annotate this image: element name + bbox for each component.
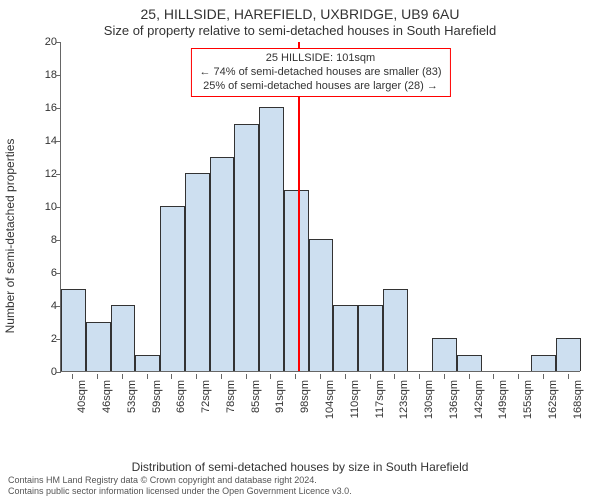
histogram-bar <box>86 322 111 372</box>
x-tick-mark <box>122 374 123 379</box>
x-tick-mark <box>147 374 148 379</box>
histogram-bar <box>556 338 581 371</box>
y-tick-mark <box>56 174 61 175</box>
chart-container: 25, HILLSIDE, HAREFIELD, UXBRIDGE, UB9 6… <box>0 0 600 500</box>
x-tick-label: 136sqm <box>448 380 460 419</box>
x-tick-label: 130sqm <box>423 380 435 419</box>
x-tick-label: 85sqm <box>250 380 262 413</box>
y-tick-mark <box>56 75 61 76</box>
x-tick-mark <box>394 374 395 379</box>
x-tick-label: 168sqm <box>572 380 584 419</box>
x-tick-label: 91sqm <box>274 380 286 413</box>
histogram-bar <box>309 239 334 371</box>
annotation-line-3: 25% of semi-detached houses are larger (… <box>199 80 441 94</box>
x-tick-mark <box>295 374 296 379</box>
footer-line-1: Contains HM Land Registry data © Crown c… <box>8 475 592 485</box>
histogram-bar <box>284 190 309 372</box>
x-tick-label: 72sqm <box>200 380 212 413</box>
histogram-bar <box>185 173 210 371</box>
y-tick-mark <box>56 42 61 43</box>
x-tick-mark <box>568 374 569 379</box>
y-tick-mark <box>56 141 61 142</box>
x-tick-label: 66sqm <box>175 380 187 413</box>
x-tick-mark <box>419 374 420 379</box>
y-tick-mark <box>56 339 61 340</box>
y-tick-mark <box>56 273 61 274</box>
histogram-bar <box>111 305 136 371</box>
histogram-bar <box>531 355 556 372</box>
x-tick-mark <box>97 374 98 379</box>
x-tick-mark <box>543 374 544 379</box>
y-tick-mark <box>56 240 61 241</box>
x-tick-label: 123sqm <box>398 380 410 419</box>
annotation-line-2: ← 74% of semi-detached houses are smalle… <box>199 66 441 80</box>
x-tick-mark <box>518 374 519 379</box>
histogram-bar <box>333 305 358 371</box>
footer-line-2: Contains public sector information licen… <box>8 486 592 496</box>
annotation-line-1: 25 HILLSIDE: 101sqm <box>199 52 441 66</box>
x-tick-label: 59sqm <box>151 380 163 413</box>
x-tick-mark <box>221 374 222 379</box>
y-axis-label: Number of semi-detached properties <box>3 139 17 334</box>
x-tick-label: 104sqm <box>324 380 336 419</box>
histogram-bar <box>259 107 284 371</box>
x-tick-mark <box>171 374 172 379</box>
x-tick-label: 142sqm <box>473 380 485 419</box>
histogram-bar <box>160 206 185 371</box>
y-tick-mark <box>56 207 61 208</box>
x-tick-labels: 40sqm 46sqm 53sqm 59sqm 66sqm 72sqm 78sqm 85sqm… <box>60 374 580 424</box>
chart-title: 25, HILLSIDE, HAREFIELD, UXBRIDGE, UB9 6… <box>0 0 600 23</box>
plot-region: 25 HILLSIDE: 101sqm ← 74% of semi-detach… <box>60 42 580 372</box>
y-tick-mark <box>56 372 61 373</box>
x-tick-mark <box>270 374 271 379</box>
annotation-box: 25 HILLSIDE: 101sqm ← 74% of semi-detach… <box>190 48 450 97</box>
y-tick-mark <box>56 306 61 307</box>
x-tick-label: 117sqm <box>374 380 386 418</box>
chart-area: Number of semi-detached properties 25 HI… <box>28 42 580 430</box>
x-tick-mark <box>246 374 247 379</box>
x-tick-mark <box>469 374 470 379</box>
histogram-bar <box>457 355 482 372</box>
x-tick-label: 149sqm <box>497 380 509 419</box>
x-tick-mark <box>370 374 371 379</box>
x-tick-label: 162sqm <box>547 380 559 419</box>
x-tick-label: 46sqm <box>101 380 113 413</box>
histogram-bar <box>432 338 457 371</box>
x-tick-label: 40sqm <box>76 380 88 413</box>
chart-subtitle: Size of property relative to semi-detach… <box>0 23 600 41</box>
x-tick-mark <box>72 374 73 379</box>
histogram-bar <box>135 355 160 372</box>
x-tick-label: 155sqm <box>522 380 534 419</box>
x-tick-mark <box>196 374 197 379</box>
histogram-bar <box>61 289 86 372</box>
y-tick-mark <box>56 108 61 109</box>
histogram-bar <box>383 289 408 372</box>
x-tick-mark <box>320 374 321 379</box>
x-tick-label: 53sqm <box>126 380 138 413</box>
x-tick-label: 110sqm <box>349 380 361 418</box>
x-tick-mark <box>444 374 445 379</box>
x-tick-label: 98sqm <box>299 380 311 413</box>
footer-attribution: Contains HM Land Registry data © Crown c… <box>8 475 592 496</box>
x-tick-mark <box>345 374 346 379</box>
x-tick-mark <box>493 374 494 379</box>
histogram-bar <box>210 157 235 372</box>
x-axis-label: Distribution of semi-detached houses by … <box>0 460 600 474</box>
x-tick-label: 78sqm <box>225 380 237 413</box>
histogram-bar <box>358 305 383 371</box>
histogram-bar <box>234 124 259 372</box>
